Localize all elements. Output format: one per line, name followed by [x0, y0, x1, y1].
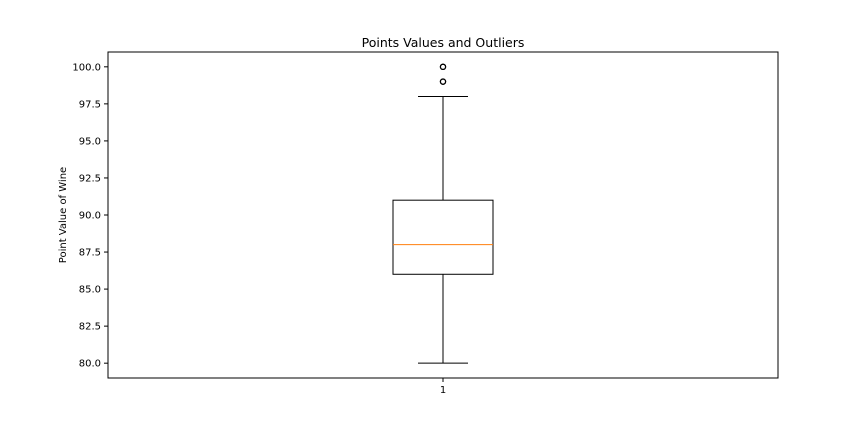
y-axis: 80.0 82.5 85.0 87.5 90.0 92.5 95.0 97.5 100.0 [72, 62, 108, 370]
x-axis: 1 [440, 378, 446, 396]
box-series [392, 63, 494, 364]
y-tick-label: 80.0 [79, 359, 101, 370]
y-tick-label: 95.0 [79, 136, 101, 147]
y-tick-label: 97.5 [79, 99, 101, 110]
y-tick-label: 90.0 [79, 211, 101, 222]
y-tick-label: 92.5 [79, 173, 101, 184]
outlier-point [439, 63, 447, 71]
x-tick-label: 1 [440, 385, 446, 396]
y-tick-label: 82.5 [79, 322, 101, 333]
chart-title: Points Values and Outliers [362, 35, 525, 50]
y-tick-label: 100.0 [72, 62, 101, 73]
y-axis-label: Point Value of Wine [58, 167, 69, 263]
outlier-point [439, 78, 447, 85]
y-tick-label: 85.0 [79, 285, 101, 296]
interquartile-box [392, 199, 494, 275]
y-tick-label: 87.5 [79, 248, 101, 259]
